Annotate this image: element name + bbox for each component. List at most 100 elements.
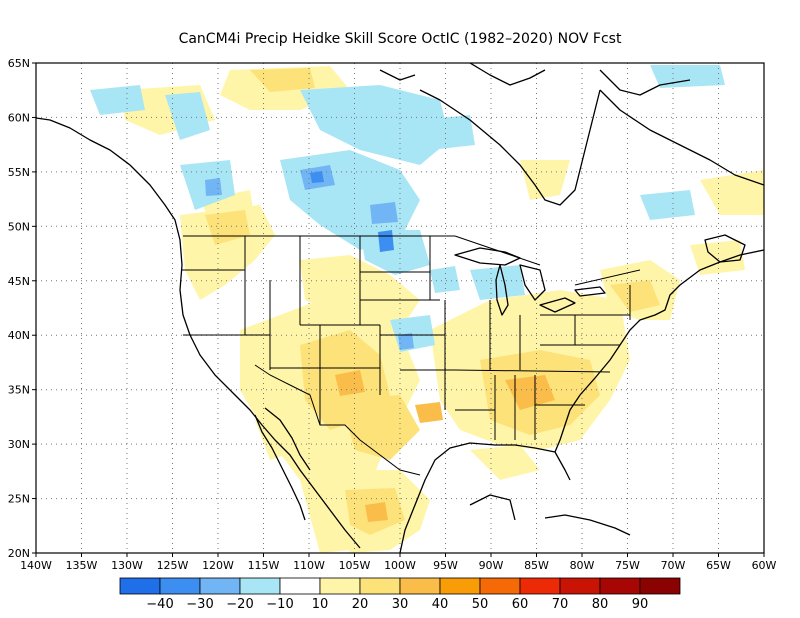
lat-tick-label: 35N (8, 384, 30, 397)
lon-tick-label: 140W (20, 559, 52, 572)
lat-tick-label: 40N (8, 329, 30, 342)
colorbar-label: 30 (392, 597, 409, 612)
lon-tick-label: 60W (752, 559, 777, 572)
coast-arctic-c (379, 69, 416, 81)
lon-tick-label: 90W (479, 559, 504, 572)
lake-erie (539, 297, 576, 313)
shade-tx-peak (415, 402, 443, 423)
lon-tick-label: 85W (524, 559, 549, 572)
lat-tick-label: 30N (8, 438, 30, 451)
shade-west-coast (180, 205, 275, 300)
colorbar-label: 50 (472, 597, 489, 612)
shade-newfoundland (690, 240, 745, 275)
coast-arctic-b (599, 69, 691, 96)
shade-blue-core-b (310, 171, 324, 183)
shade-ohio (470, 265, 525, 300)
lat-tick-label: 20N (8, 547, 30, 560)
lat-tick-label: 65N (8, 57, 30, 70)
colorbar-swatch (359, 577, 401, 595)
coast-arctic-a (469, 63, 546, 86)
lon-tick-label: 115W (248, 559, 280, 572)
lon-tick-label: 105W (339, 559, 371, 572)
colorbar-label: −10 (266, 597, 293, 612)
coast-newfoundland (704, 234, 746, 263)
coast-baja (254, 414, 306, 521)
shade-greenland-edge (650, 65, 725, 88)
lake-ontario (574, 286, 606, 297)
coastlines (36, 63, 764, 553)
colorbar-label: 80 (592, 597, 609, 612)
colorbar-label: −30 (186, 597, 213, 612)
colorbar-swatch (599, 577, 641, 595)
graticule (36, 63, 764, 553)
shade-labrador (700, 170, 764, 215)
shade-blue-d (398, 333, 414, 350)
colorbar-swatch (119, 577, 161, 595)
lat-tick-label: 25N (8, 493, 30, 506)
shade-se-peak (505, 375, 555, 410)
coast-cuba (544, 514, 631, 536)
lat-tick-label: 45N (8, 275, 30, 288)
lon-tick-label: 125W (157, 559, 189, 572)
coast-yucatan (469, 494, 516, 521)
political-borders (182, 235, 641, 476)
shade-mex-peak (365, 502, 388, 522)
lake-michigan (495, 264, 509, 316)
colorbar-swatch (199, 577, 241, 595)
shade-gulf (470, 445, 540, 480)
lon-tick-label: 65W (706, 559, 731, 572)
coast-gulf-ca (264, 407, 311, 471)
lon-tick-label: 110W (293, 559, 325, 572)
shade-hudson (420, 115, 475, 150)
lon-tick-label: 95W (433, 559, 458, 572)
shade-north-core (250, 68, 315, 92)
longitude-ticks: 140W 135W 130W 125W 120W 115W 110W 105W 100W 95W 9… (20, 553, 777, 572)
latitude-ticks: 65N 60N 55N 50N 45N 40N 35N 30N 25N 20N (8, 57, 36, 560)
coast-pacific (36, 117, 361, 549)
map-title: CanCM4i Precip Heidke Skill Score OctIC … (179, 31, 622, 47)
lake-huron (519, 264, 546, 301)
coast-hudson (419, 89, 601, 206)
colorbar-label: 60 (512, 597, 529, 612)
colorbar-swatch (279, 577, 321, 595)
coast-labrador (599, 89, 764, 186)
lon-tick-label: 130W (111, 559, 143, 572)
lon-tick-label: 80W (570, 559, 595, 572)
lon-tick-label: 120W (202, 559, 234, 572)
colorbar-label: −40 (146, 597, 173, 612)
shade-dakotas (360, 230, 430, 275)
shade-canada-east (640, 190, 695, 220)
lat-tick-label: 60N (8, 111, 30, 124)
colorbar-swatch (639, 577, 681, 595)
shade-alaska-se (165, 92, 210, 140)
lat-tick-label: 50N (8, 220, 30, 233)
colorbar-swatch (399, 577, 441, 595)
lon-tick-label: 135W (66, 559, 98, 572)
shade-northwest (90, 85, 145, 115)
shade-blue-b (370, 202, 398, 224)
colorbar-label: 20 (352, 597, 369, 612)
colorbar: −40 −30 −20 −10 10 20 30 40 50 60 70 80 90 (119, 577, 681, 612)
colorbar-swatch (439, 577, 481, 595)
colorbar-label: 40 (432, 597, 449, 612)
coast-atlantic (579, 249, 764, 396)
shade-gl (430, 266, 460, 293)
colorbar-swatch (319, 577, 361, 595)
colorbar-label: 90 (632, 597, 649, 612)
shade-canada-north (300, 85, 450, 165)
shade-hudson-east (520, 160, 570, 200)
colorbar-label: −20 (226, 597, 253, 612)
colorbar-label: 70 (552, 597, 569, 612)
lon-tick-label: 70W (661, 559, 686, 572)
colorbar-swatch (159, 577, 201, 595)
shade-sw-peak (335, 370, 365, 396)
colorbar-swatch (239, 577, 281, 595)
colorbar-swatch (519, 577, 561, 595)
shade-baja (255, 415, 300, 460)
shade-ne-core (610, 280, 660, 312)
lat-tick-label: 55N (8, 166, 30, 179)
lon-tick-label: 75W (615, 559, 640, 572)
shade-blue-core (378, 230, 394, 252)
shade-blue-c (205, 178, 222, 196)
